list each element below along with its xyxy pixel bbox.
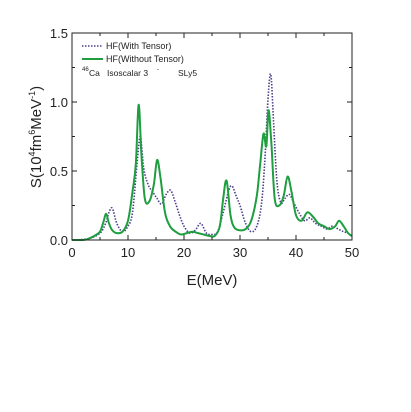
y-title-mid1: fm <box>28 135 45 152</box>
legend-label-without-tensor: HF(Without Tensor) <box>106 54 184 64</box>
nucleus-annotation: 46 Ca Isoscalar 3 - SLy5 <box>82 67 197 78</box>
y-title-prefix: S(10 <box>28 156 45 188</box>
x-axis-title: E(MeV) <box>187 272 238 289</box>
y-tick-label: 1.5 <box>50 26 68 41</box>
y-title-exp1: 4 <box>27 151 37 156</box>
y-title-exp3: -1 <box>27 91 37 99</box>
y-title-mid2: MeV <box>28 99 45 130</box>
x-tick-label: 40 <box>289 245 303 260</box>
x-tick-label: 20 <box>177 245 191 260</box>
x-tick-label: 10 <box>121 245 135 260</box>
y-axis-title: S(104fm6MeV-1) <box>27 86 45 188</box>
series-line-with-tensor <box>71 72 353 241</box>
nucleus-symbol: Ca <box>89 68 100 78</box>
y-title-suffix: ) <box>28 86 45 91</box>
nucleus-mass-number: 46 <box>82 67 89 73</box>
y-tick-label: 1.0 <box>50 95 68 110</box>
series-layer <box>71 72 353 241</box>
legend-label-with-tensor: HF(With Tensor) <box>106 41 171 51</box>
mode-parity: - <box>157 67 159 73</box>
force-label: SLy5 <box>178 68 197 78</box>
y-title-exp2: 6 <box>27 130 37 135</box>
y-tick-label: 0.5 <box>50 164 68 179</box>
legend: HF(With Tensor) HF(Without Tensor) <box>82 41 184 64</box>
mode-label: Isoscalar 3 <box>107 68 148 78</box>
series-line-without-tensor <box>72 103 353 241</box>
x-tick-label: 50 <box>345 245 359 260</box>
x-tick-label: 30 <box>233 245 247 260</box>
axes-layer: 0 10 20 30 40 50 0.0 0.5 1.0 1.5 <box>50 26 359 260</box>
x-tick-label: 0 <box>68 245 75 260</box>
y-tick-label: 0.0 <box>50 233 68 248</box>
plot-frame <box>71 32 353 241</box>
